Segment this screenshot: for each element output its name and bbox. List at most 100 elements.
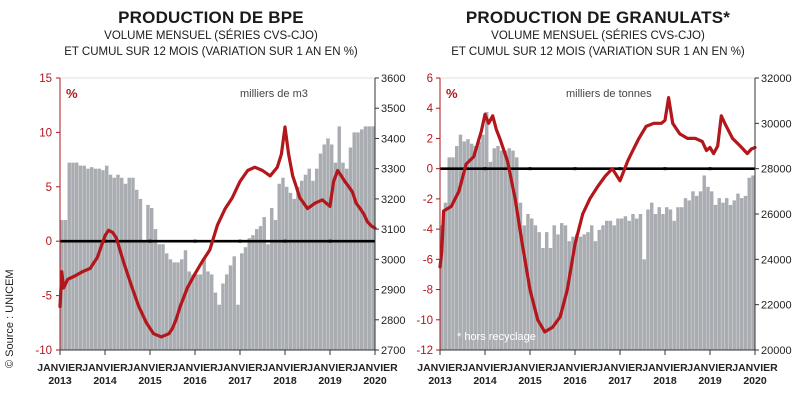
- bpe-bar: [191, 274, 195, 350]
- bpe-header: PRODUCTION DE BPE VOLUME MENSUEL (SÉRIES…: [36, 8, 386, 60]
- bpe-x-tick-label-top: JANVIER: [262, 362, 308, 374]
- granulats-unit-label: milliers de tonnes: [566, 88, 652, 100]
- bpe-bar: [217, 304, 221, 350]
- granulats-x-tick-label-bottom: 2016: [563, 375, 587, 387]
- granulats-left-tick-label: -6: [423, 254, 433, 266]
- bpe-bar: [348, 147, 353, 350]
- granulats-subtitle-1: VOLUME MENSUEL (SÉRIES CVS-CJO): [491, 30, 705, 42]
- granulats-x-tick-label-bottom: 2018: [653, 375, 677, 387]
- granulats-bar: [612, 225, 616, 350]
- bpe-bar: [97, 168, 101, 350]
- granulats-bar: [537, 232, 541, 350]
- bpe-title: PRODUCTION DE BPE: [118, 8, 304, 27]
- granulats-bar: [597, 229, 601, 350]
- granulats-bar: [451, 157, 455, 350]
- granulats-bar: [627, 220, 631, 350]
- granulats-title-mark: *: [723, 8, 731, 27]
- granulats-bar: [623, 216, 628, 350]
- bpe-bar: [90, 167, 94, 350]
- granulats-bar: [458, 134, 463, 350]
- granulats-annotation: * hors recyclage: [457, 331, 536, 343]
- bpe-trend-line: [58, 125, 377, 339]
- bpe-right-tick-label: 3500: [381, 103, 405, 115]
- bpe-right-tick-label: 3300: [381, 164, 405, 176]
- bpe-bar: [360, 129, 364, 350]
- granulats-right-tick-label: 32000: [761, 73, 792, 85]
- granulats-bar: [560, 223, 564, 350]
- bpe-right-tick-label: 3600: [381, 73, 405, 85]
- bpe-bar: [161, 244, 165, 350]
- granulats-bar: [578, 236, 583, 350]
- bpe-bar: [243, 247, 248, 350]
- granulats-bar: [515, 157, 519, 350]
- granulats-bar: [477, 141, 481, 350]
- bpe-bar: [86, 168, 90, 350]
- bpe-bar: [277, 183, 281, 350]
- bpe-x-tick-label-bottom: 2013: [48, 375, 72, 387]
- granulats-bar: [717, 198, 721, 350]
- granulats-right-tick-label: 26000: [761, 209, 792, 221]
- granulats-bar: [635, 218, 639, 350]
- bpe-bar: [318, 153, 323, 350]
- granulats-bar: [571, 236, 575, 350]
- granulats-bar: [698, 191, 703, 350]
- bpe-bar: [183, 250, 188, 350]
- granulats-percent-label: %: [446, 86, 458, 101]
- granulats-bar: [691, 191, 695, 350]
- granulats-title: PRODUCTION DE GRANULATS: [465, 8, 724, 27]
- bpe-x-tick-label-bottom: 2017: [228, 375, 252, 387]
- bpe-x-tick-label-bottom: 2019: [318, 375, 342, 387]
- granulats-zero-marker: [573, 167, 577, 171]
- bpe-bar: [101, 170, 105, 350]
- granulats-bar: [552, 225, 556, 350]
- bpe-bar: [270, 207, 274, 350]
- bpe-zero-marker: [193, 239, 197, 243]
- granulats-bar: [661, 214, 665, 350]
- granulats-x-tick-label-bottom: 2015: [518, 375, 542, 387]
- granulats-right-tick-label: 24000: [761, 254, 792, 266]
- granulats-bar: [507, 148, 511, 350]
- granulats-left-tick-label: -2: [423, 194, 433, 206]
- bpe-bar: [288, 192, 293, 350]
- bpe-bar: [172, 262, 176, 350]
- bpe-x-tick-label-bottom: 2020: [363, 375, 387, 387]
- granulats-bar: [605, 220, 609, 350]
- granulats-bar: [721, 202, 725, 350]
- granulats-bar: [653, 214, 658, 350]
- granulats-bar: [518, 202, 523, 350]
- granulats-bar: [743, 195, 748, 350]
- bpe-bar: [221, 283, 225, 350]
- granulats-zero-marker: [618, 167, 622, 171]
- granulats-bar: [466, 139, 470, 350]
- bpe-zero-marker: [238, 239, 242, 243]
- bpe-right-tick-label: 3100: [381, 224, 405, 236]
- bpe-bar: [146, 204, 150, 350]
- granulats-bar: [590, 225, 594, 350]
- bpe-bar: [333, 162, 338, 350]
- granulats-x-tick-label-top: JANVIER: [462, 362, 508, 374]
- bpe-bar: [315, 168, 319, 350]
- granulats-left-tick-label: 2: [427, 133, 433, 145]
- granulats-bar: [541, 248, 545, 350]
- granulats-bar: [710, 191, 714, 350]
- granulats-bar: [732, 200, 736, 350]
- bpe-left-tick-label: 15: [39, 73, 52, 85]
- granulats-x-tick-label-bottom: 2014: [473, 375, 497, 387]
- bpe-bar: [127, 177, 131, 350]
- bpe-bar: [150, 207, 154, 350]
- bpe-left-tick-label: 10: [39, 127, 52, 139]
- bpe-right-tick-label: 2800: [381, 315, 405, 327]
- granulats-bar: [503, 150, 508, 350]
- bpe-bar: [78, 165, 83, 350]
- granulats-bar: [455, 146, 459, 350]
- granulats-bar: [650, 202, 654, 350]
- bpe-bar: [285, 186, 289, 350]
- bpe-right-tick-label: 3000: [381, 254, 405, 266]
- bpe-bar: [71, 162, 75, 350]
- granulats-bar: [440, 225, 444, 350]
- granulats-x-tick-label-top: JANVIER: [597, 362, 643, 374]
- granulats-x-tick-label-bottom: 2020: [743, 375, 767, 387]
- granulats-bar: [575, 234, 579, 350]
- granulats-bar: [672, 220, 676, 350]
- bpe-zero-marker: [328, 239, 332, 243]
